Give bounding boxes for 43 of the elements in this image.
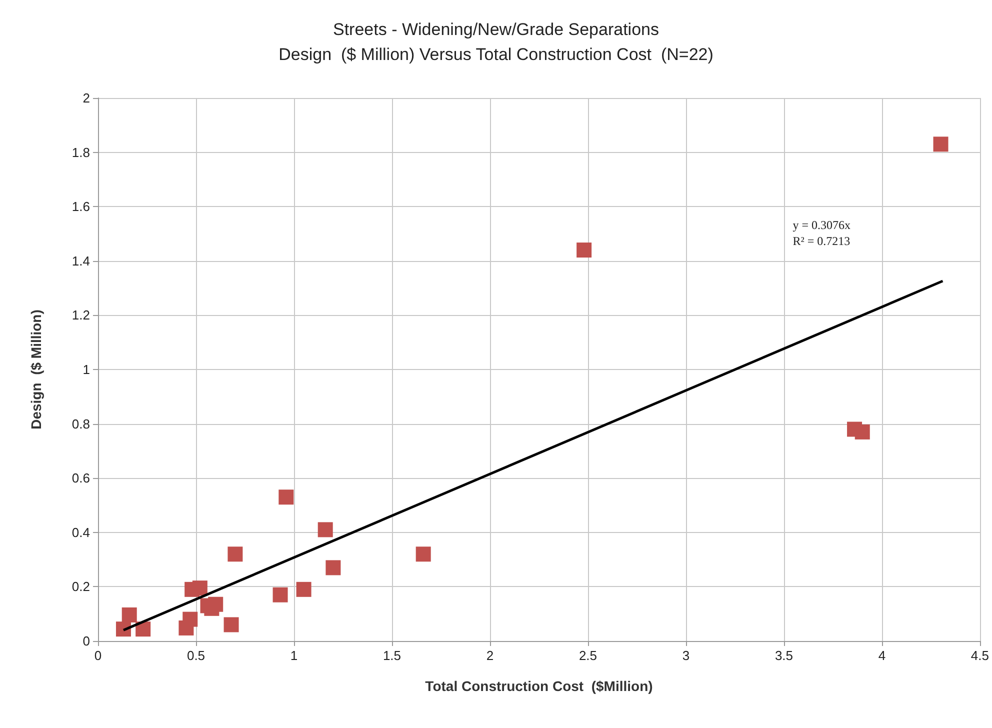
y-tick-label: 0.2 — [72, 579, 90, 594]
y-tick-label: 1.6 — [72, 199, 90, 214]
y-tick-label: 1 — [82, 362, 90, 377]
y-tick-label: 1.8 — [72, 144, 90, 160]
point — [182, 612, 198, 627]
x-tick-label: 1 — [290, 648, 298, 663]
point — [272, 587, 288, 602]
x-tick-label: 4.5 — [970, 648, 990, 663]
point — [318, 522, 333, 538]
y-tick-label: 0.6 — [72, 470, 90, 486]
point — [416, 546, 431, 562]
point — [192, 580, 208, 596]
y-tick-label: 0.8 — [72, 416, 90, 432]
point — [228, 546, 243, 562]
y-tick-label: 1.2 — [72, 308, 90, 323]
point — [122, 607, 137, 622]
y-tick-label: 2 — [82, 90, 90, 106]
y-tick-label: 0.4 — [72, 524, 90, 540]
point — [933, 136, 948, 152]
x-tick-label: 3 — [682, 648, 690, 663]
x-tick-label: 2 — [486, 648, 494, 663]
point — [136, 622, 151, 637]
point — [854, 424, 870, 440]
x-tick-label: 0.5 — [186, 648, 206, 663]
annotation: y = 0.3076x — [792, 218, 851, 232]
y-axis-title: Design ($ Million) — [28, 310, 44, 430]
x-tick-label: 3.5 — [774, 648, 794, 663]
x-tick-label: 2.5 — [578, 648, 598, 663]
annotation: R² = 0.7213 — [792, 234, 850, 248]
point — [208, 596, 224, 612]
y-tick-label: 0 — [82, 634, 90, 648]
chart-subtitle: Design ($ Million) Versus Total Construction Cost (N=22) — [278, 45, 714, 64]
point — [296, 582, 312, 597]
point — [278, 490, 294, 505]
x-axis-title: Total Construction Cost ($Million) — [425, 678, 653, 694]
x-tick-label: 0 — [94, 648, 102, 663]
point — [224, 617, 239, 632]
point — [576, 242, 592, 258]
y-tick-label: 1.4 — [72, 253, 90, 268]
chart-title: Streets - Widening/New/Grade Separations — [333, 20, 659, 39]
point — [326, 560, 341, 576]
x-tick-label: 1.5 — [382, 648, 402, 663]
x-tick-label: 4 — [878, 648, 886, 663]
